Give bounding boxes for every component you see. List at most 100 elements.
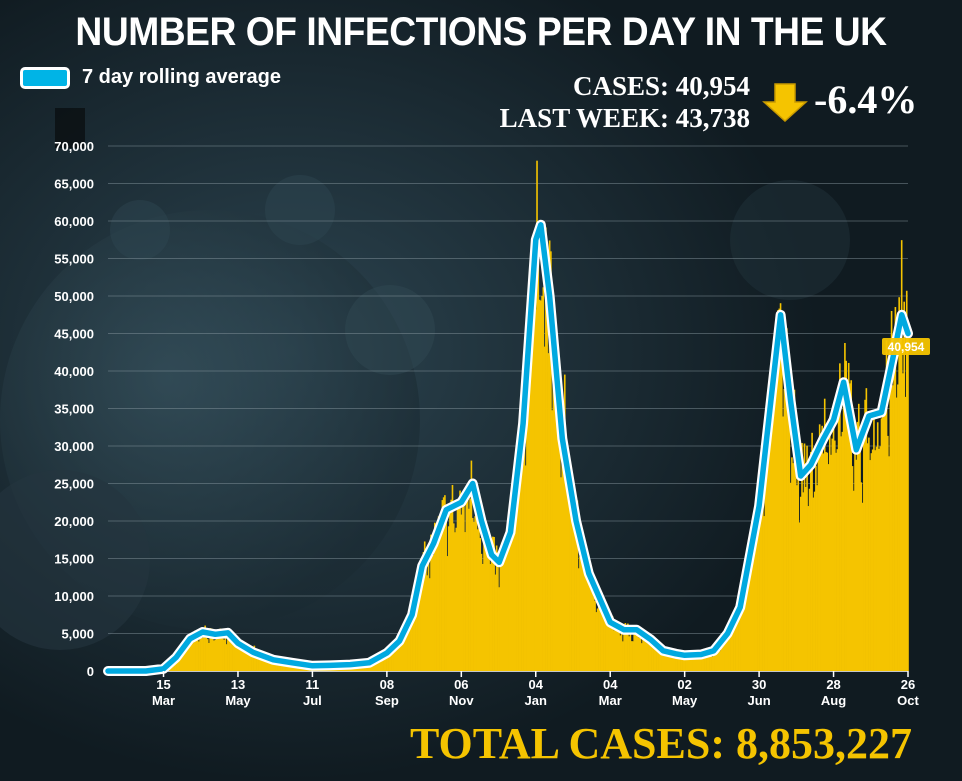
daily-bar bbox=[195, 632, 198, 671]
daily-bar bbox=[208, 643, 210, 671]
y-tick-label: 65,000 bbox=[54, 177, 94, 192]
daily-bar bbox=[866, 443, 869, 671]
daily-bar bbox=[238, 640, 241, 671]
daily-bar bbox=[907, 320, 909, 671]
daily-bar bbox=[788, 372, 791, 671]
daily-bar bbox=[876, 422, 879, 671]
daily-bar bbox=[735, 606, 738, 671]
daily-bar bbox=[772, 411, 774, 671]
x-tick-day: 26 bbox=[901, 677, 915, 692]
y-tick-label: 50,000 bbox=[54, 289, 94, 304]
daily-bar bbox=[801, 442, 803, 671]
legend-swatch-rolling-average bbox=[20, 66, 70, 89]
daily-bar bbox=[180, 654, 182, 671]
daily-bar bbox=[605, 621, 608, 671]
daily-bar bbox=[811, 432, 813, 671]
daily-bar bbox=[519, 469, 522, 671]
daily-bar bbox=[474, 516, 476, 671]
daily-bar bbox=[222, 638, 224, 671]
daily-bar bbox=[562, 435, 565, 671]
daily-bar bbox=[184, 646, 186, 671]
daily-bar bbox=[755, 534, 758, 671]
daily-bar bbox=[688, 655, 691, 671]
y-tick-label: 10,000 bbox=[54, 589, 94, 604]
daily-bar bbox=[441, 500, 444, 671]
daily-bar bbox=[637, 626, 639, 671]
x-tick-month: Oct bbox=[897, 693, 919, 708]
daily-bar bbox=[704, 652, 706, 671]
x-tick-month: Mar bbox=[599, 693, 622, 708]
daily-bar bbox=[595, 612, 598, 671]
daily-bar bbox=[591, 583, 594, 671]
daily-bar bbox=[813, 491, 816, 671]
daily-bar bbox=[903, 301, 906, 671]
daily-bar bbox=[571, 501, 574, 671]
daily-bar bbox=[825, 451, 827, 671]
daily-bar bbox=[437, 516, 440, 671]
daily-bar bbox=[736, 619, 739, 671]
daily-bar bbox=[804, 486, 807, 671]
daily-bar bbox=[601, 612, 604, 671]
daily-bar bbox=[493, 536, 495, 671]
daily-bar bbox=[643, 637, 646, 671]
daily-bar bbox=[898, 297, 900, 671]
daily-bar bbox=[446, 556, 449, 671]
daily-bar bbox=[204, 625, 206, 671]
daily-bar bbox=[799, 496, 802, 671]
daily-bar bbox=[459, 490, 461, 671]
daily-bar bbox=[205, 630, 208, 671]
daily-bar bbox=[505, 536, 508, 671]
x-tick-month: Mar bbox=[152, 693, 175, 708]
daily-bar bbox=[516, 478, 518, 671]
last-value-label: 40,954 bbox=[888, 340, 925, 354]
daily-bar bbox=[894, 307, 897, 671]
daily-bar bbox=[592, 596, 595, 671]
daily-bar bbox=[744, 567, 747, 671]
daily-bar bbox=[220, 635, 223, 671]
daily-bar bbox=[398, 641, 401, 671]
daily-bar bbox=[271, 660, 273, 671]
daily-bar bbox=[900, 240, 903, 671]
daily-bar bbox=[218, 631, 220, 671]
x-tick-month: May bbox=[225, 693, 251, 708]
daily-bar bbox=[252, 656, 254, 671]
daily-bar bbox=[698, 652, 701, 671]
daily-bar bbox=[870, 453, 873, 671]
daily-bar bbox=[600, 597, 603, 671]
daily-bar bbox=[196, 633, 199, 671]
daily-bar bbox=[836, 449, 839, 671]
daily-bar bbox=[693, 655, 696, 671]
daily-bar bbox=[738, 611, 740, 671]
daily-bar bbox=[846, 379, 849, 671]
daily-bar bbox=[760, 465, 763, 671]
daily-bar bbox=[488, 538, 490, 671]
daily-bar bbox=[495, 545, 498, 671]
daily-bar bbox=[575, 502, 577, 671]
daily-bar bbox=[729, 636, 731, 671]
daily-bar bbox=[889, 341, 892, 671]
daily-bar bbox=[408, 617, 411, 671]
daily-bar bbox=[286, 664, 288, 671]
daily-bar bbox=[610, 627, 613, 671]
daily-bar bbox=[700, 655, 702, 671]
daily-bar bbox=[789, 482, 792, 671]
daily-bar bbox=[658, 649, 661, 671]
daily-bar bbox=[244, 644, 247, 671]
daily-bar bbox=[618, 623, 620, 671]
x-tick-month: Nov bbox=[449, 693, 474, 708]
y-tick-label: 0 bbox=[87, 664, 94, 679]
daily-bar bbox=[905, 290, 908, 671]
daily-bar bbox=[382, 653, 384, 671]
daily-bar bbox=[266, 656, 268, 671]
daily-bar bbox=[483, 532, 485, 671]
daily-bar bbox=[634, 631, 637, 671]
daily-bar bbox=[796, 485, 798, 671]
daily-bar bbox=[623, 630, 625, 671]
daily-bar bbox=[709, 648, 711, 671]
daily-bar bbox=[711, 656, 714, 671]
daily-bar bbox=[677, 653, 680, 671]
daily-bar bbox=[871, 449, 874, 671]
daily-bar bbox=[527, 371, 529, 671]
daily-bar bbox=[860, 482, 863, 671]
daily-bar bbox=[844, 342, 846, 671]
